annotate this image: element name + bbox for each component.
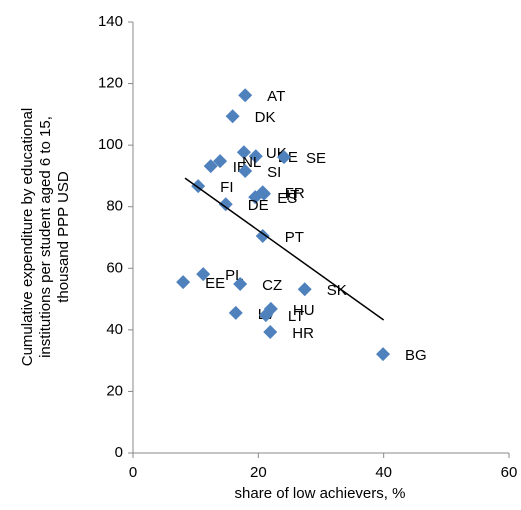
point-label: DK xyxy=(255,109,276,126)
y-tick-label: 120 xyxy=(98,75,123,92)
y-axis-label: institutions per student aged 6 to 15, xyxy=(37,116,54,358)
point-label: SK xyxy=(327,282,347,299)
point xyxy=(238,164,253,179)
x-tick-label: 20 xyxy=(250,464,267,481)
point xyxy=(263,325,278,340)
point xyxy=(236,145,251,160)
point xyxy=(176,275,191,290)
point xyxy=(225,109,240,124)
x-tick-label: 60 xyxy=(501,464,518,481)
point-label: PT xyxy=(285,229,304,246)
point xyxy=(297,282,312,297)
point xyxy=(248,190,263,205)
point xyxy=(258,308,273,323)
point xyxy=(248,149,263,164)
point-label: LT xyxy=(288,308,304,325)
point xyxy=(218,197,233,212)
x-axis-label: share of low achievers, % xyxy=(235,485,406,502)
point xyxy=(228,305,243,320)
y-tick-label: 0 xyxy=(115,444,123,461)
point xyxy=(238,88,253,103)
point-label: FI xyxy=(220,179,233,196)
point-label: BG xyxy=(405,347,427,364)
point-label: IT xyxy=(286,187,299,204)
y-tick-label: 140 xyxy=(98,13,123,30)
point-label: FR xyxy=(285,185,305,202)
y-tick-label: 60 xyxy=(106,259,123,276)
point xyxy=(203,159,218,174)
y-axis-label: Cumulative expenditure by educational xyxy=(19,108,36,367)
y-axis-label: thousand PPP USD xyxy=(55,171,72,303)
y-tick-label: 100 xyxy=(98,136,123,153)
y-tick-label: 40 xyxy=(106,321,123,338)
trendline xyxy=(184,177,385,321)
y-tick-label: 20 xyxy=(106,382,123,399)
point xyxy=(277,150,292,165)
point xyxy=(213,154,228,169)
point xyxy=(376,347,391,362)
point-label: HU xyxy=(293,302,315,319)
x-tick-label: 0 xyxy=(129,464,137,481)
point-label: CZ xyxy=(262,277,282,294)
point-label: SI xyxy=(267,164,281,181)
x-tick-label: 40 xyxy=(375,464,392,481)
point xyxy=(196,267,211,282)
point-label: AT xyxy=(267,88,285,105)
point-label: DE xyxy=(248,197,269,214)
point-label: EE xyxy=(205,275,225,292)
point-label: SE xyxy=(306,150,326,167)
y-tick-label: 80 xyxy=(106,198,123,215)
point-label: HR xyxy=(292,325,314,342)
point xyxy=(233,276,248,291)
point-label: ES xyxy=(277,190,297,207)
point xyxy=(255,228,270,243)
